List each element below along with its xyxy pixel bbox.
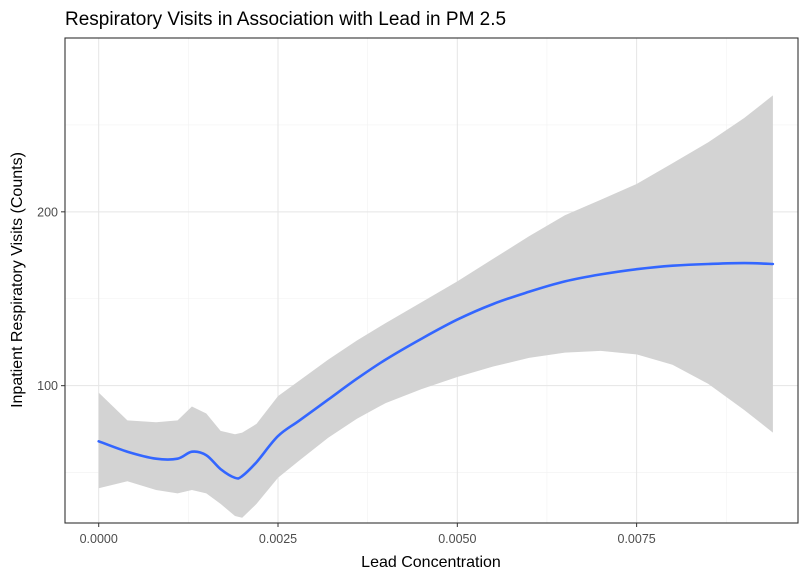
x-axis-title: Lead Concentration xyxy=(361,554,501,571)
y-tick-label: 200 xyxy=(37,205,58,219)
y-tick-label: 100 xyxy=(37,379,58,393)
smooth-line xyxy=(97,261,775,480)
x-axis: 0.0000 0.0025 0.0050 0.0075 xyxy=(80,523,656,546)
x-tick-label: 0.0025 xyxy=(259,532,297,546)
panel-border xyxy=(64,37,799,524)
x-tick-label: 0.0050 xyxy=(438,532,476,546)
x-tick-label: 0.0000 xyxy=(80,532,118,546)
x-tick-label: 0.0075 xyxy=(618,532,656,546)
y-axis-title: Inpatient Respiratory Visits (Counts) xyxy=(9,152,26,408)
y-axis: 100 200 xyxy=(37,205,65,393)
confidence-ribbon xyxy=(98,95,773,518)
chart-title: Respiratory Visits in Association with L… xyxy=(65,9,506,30)
